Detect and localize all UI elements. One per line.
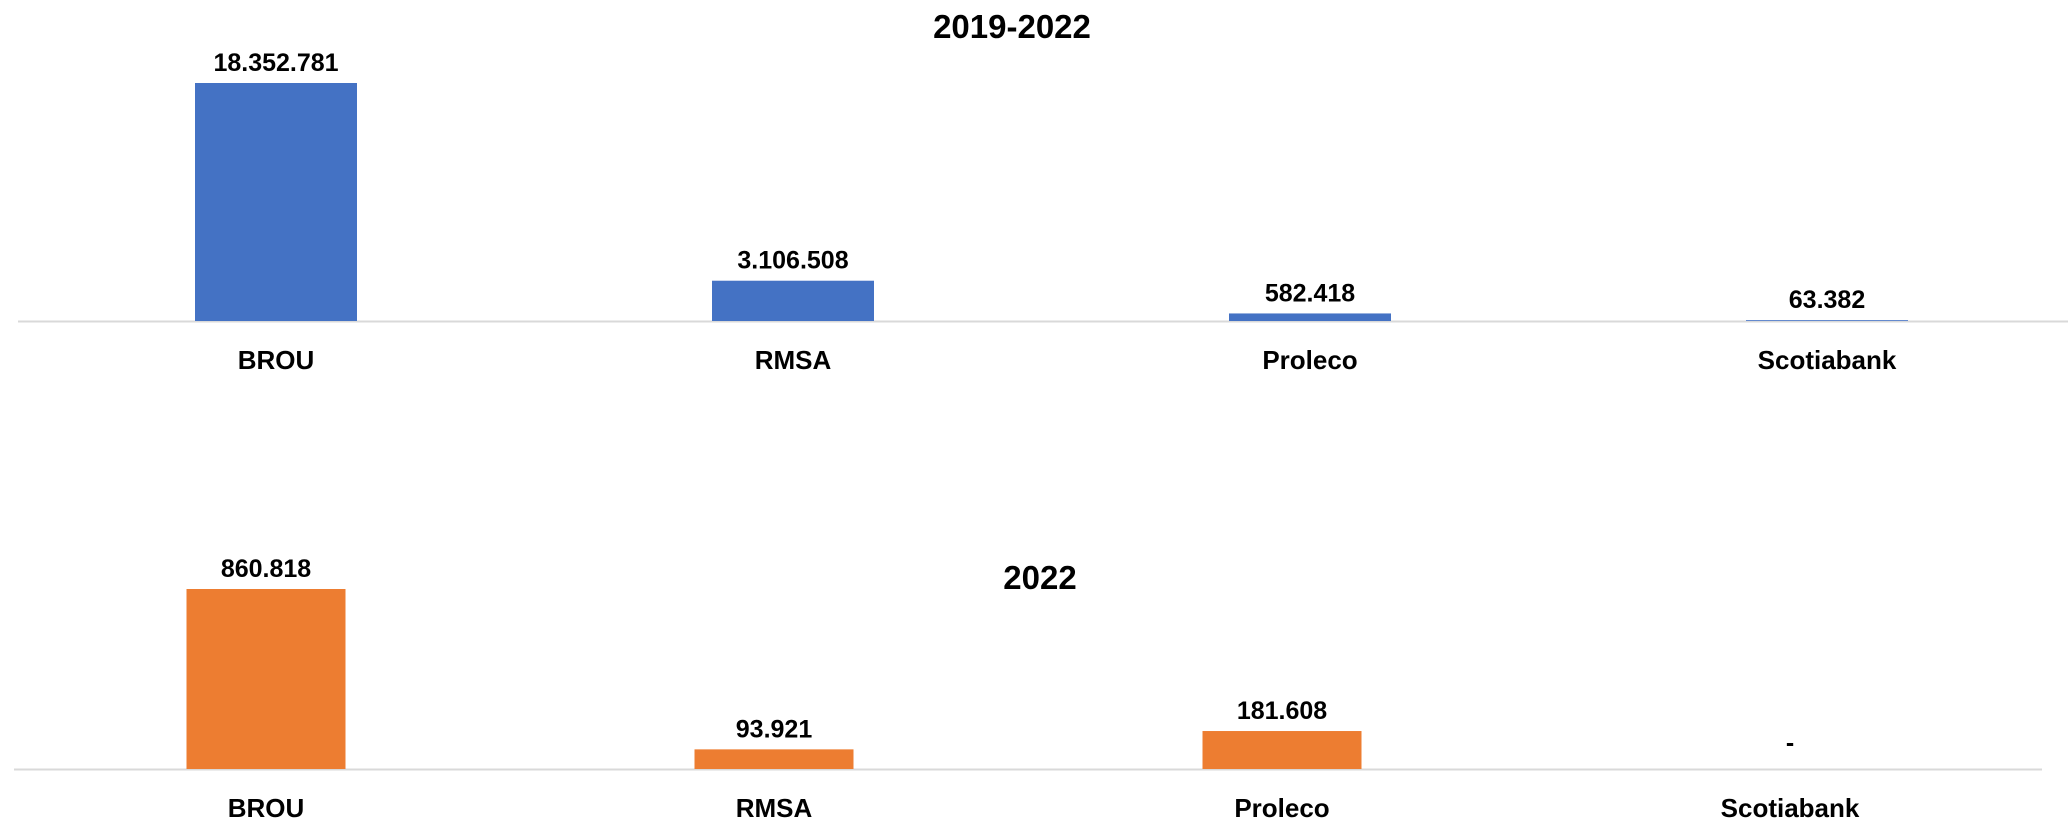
chart-2-tick-label-brou: BROU	[228, 793, 305, 820]
chart-2-marks: 860.818 BROU 93.921 RMSA 181.608 Proleco - Scot…	[14, 555, 2042, 823]
chart-2-bar-brou	[186, 589, 346, 769]
chart-1-tick-label-brou: BROU	[238, 345, 315, 375]
chart-1-data-label-scotiabank: 63.382	[1789, 286, 1865, 314]
chart-1-bar-rmsa	[712, 280, 874, 321]
chart-2-bar-rmsa	[694, 749, 854, 769]
chart-2-title: 2022	[1003, 559, 1076, 596]
chart-1-bar-brou	[195, 83, 357, 321]
chart-1-data-label-rmsa: 3.106.508	[737, 247, 848, 275]
chart-1-title: 2019-2022	[933, 8, 1091, 45]
chart-1-tick-label-scotiabank: Scotiabank	[1758, 345, 1897, 375]
chart-2-bar-proleco	[1202, 731, 1362, 769]
chart-1-bar-scotiabank	[1746, 320, 1908, 321]
chart-2-tick-label-proleco: Proleco	[1234, 793, 1329, 820]
chart-2-tick-label-rmsa: RMSA	[736, 793, 813, 820]
chart-1-tick-label-proleco: Proleco	[1262, 345, 1357, 375]
chart-1-data-label-brou: 18.352.781	[213, 49, 338, 77]
chart-2-data-label-proleco: 181.608	[1237, 697, 1327, 725]
chart-2-data-label-scotiabank: -	[1786, 729, 1794, 757]
chart-1-bar-proleco	[1229, 313, 1391, 321]
chart-1-marks: 18.352.781 BROU 3.106.508 RMSA 582.418 Prolec…	[18, 49, 2068, 375]
chart-2-tick-label-scotiabank: Scotiabank	[1721, 793, 1860, 820]
chart-2-data-label-rmsa: 93.921	[736, 715, 813, 743]
chart-1-tick-label-rmsa: RMSA	[755, 345, 832, 375]
chart-2-data-label-brou: 860.818	[221, 555, 311, 583]
chart-1-data-label-proleco: 582.418	[1265, 279, 1355, 307]
